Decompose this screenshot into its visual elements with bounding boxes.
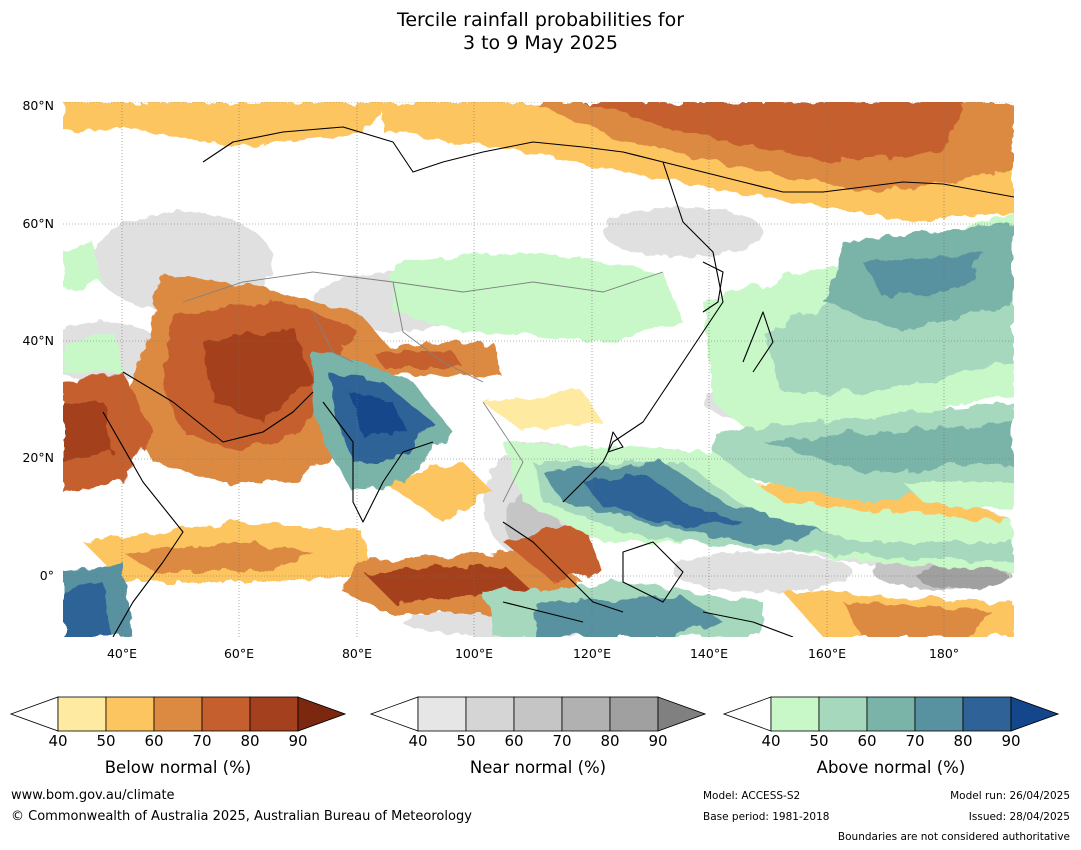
colorbar-segment: [417, 696, 467, 732]
colorbar-upper-extension: [1010, 696, 1059, 732]
colorbar-tick-label: 90: [1001, 732, 1021, 750]
colorbar-tick-label: 70: [552, 732, 572, 750]
colorbar-tick-label: 80: [600, 732, 620, 750]
colorbar-above-normal: 40 50 60 70 80 90: [723, 696, 1059, 752]
lon-label-80e: 80°E: [341, 646, 373, 661]
lat-label-80n: 80°N: [22, 98, 54, 113]
lat-label-0: 0°: [39, 568, 54, 583]
colorbar-tick-label: 40: [48, 732, 68, 750]
coastlines: [102, 126, 1014, 637]
country-borders: [182, 271, 664, 503]
colorbar-segment: [561, 696, 611, 732]
colorbar-segment: [153, 696, 203, 732]
colorbar-tick-labels: 40 50 60 70 80 90: [723, 732, 1059, 752]
lon-label-40e: 40°E: [106, 646, 138, 661]
colorbar-below-normal: 40 50 60 70 80 90: [10, 696, 346, 752]
colorbar-segment: [57, 696, 107, 732]
graticule: [63, 102, 1014, 637]
colorbar-tick-label: 80: [953, 732, 973, 750]
map-canvas: [63, 102, 1014, 637]
colorbar-segment: [201, 696, 251, 732]
legend-title-above: Above normal (%): [816, 758, 966, 777]
colorbar-segment: [249, 696, 299, 732]
colorbar-segment: [818, 696, 868, 732]
footer-base-period: Base period: 1981-2018: [703, 811, 830, 823]
colorbar-lower-extension: [723, 696, 772, 732]
footer-issued: Issued: 28/04/2025: [968, 811, 1070, 823]
colorbar-segment: [914, 696, 964, 732]
colorbar-tick-label: 60: [857, 732, 877, 750]
colorbar-tick-label: 50: [96, 732, 116, 750]
colorbar-segment: [609, 696, 659, 732]
lon-label-60e: 60°E: [223, 646, 255, 661]
footer-copyright: © Commonwealth of Australia 2025, Austra…: [11, 809, 472, 824]
colorbar-tick-label: 80: [240, 732, 260, 750]
lat-label-40n: 40°N: [22, 333, 54, 348]
colorbar-tick-label: 90: [288, 732, 308, 750]
colorbar-swatches: [370, 696, 706, 732]
colorbar-tick-label: 70: [192, 732, 212, 750]
colorbar-upper-extension: [657, 696, 706, 732]
colorbar-tick-label: 50: [809, 732, 829, 750]
colorbar-lower-extension: [370, 696, 419, 732]
probability-fields: [63, 102, 1014, 637]
colorbar-segment: [105, 696, 155, 732]
lon-label-180: 180°: [928, 646, 960, 661]
rainfall-probability-map: [63, 102, 1014, 637]
map-title: Tercile rainfall probabilities for 3 to …: [0, 9, 1081, 55]
lon-label-120e: 120°E: [572, 646, 611, 661]
colorbar-tick-label: 60: [144, 732, 164, 750]
colorbar-tick-labels: 40 50 60 70 80 90: [370, 732, 706, 752]
legend-title-near: Near normal (%): [469, 758, 607, 777]
colorbar-near-normal: 40 50 60 70 80 90: [370, 696, 706, 752]
title-line-1: Tercile rainfall probabilities for: [396, 9, 685, 31]
footer-model-run: Model run: 26/04/2025: [950, 790, 1070, 802]
lat-label-60n: 60°N: [22, 216, 54, 231]
footer-model: Model: ACCESS-S2: [703, 790, 801, 802]
colorbar-segment: [513, 696, 563, 732]
lat-label-20n: 20°N: [22, 450, 54, 465]
colorbar-tick-label: 90: [648, 732, 668, 750]
colorbar-tick-label: 40: [408, 732, 428, 750]
lon-label-100e: 100°E: [454, 646, 493, 661]
colorbar-tick-labels: 40 50 60 70 80 90: [10, 732, 346, 752]
colorbar-tick-label: 70: [905, 732, 925, 750]
colorbar-swatches: [723, 696, 1059, 732]
footer-url: www.bom.gov.au/climate: [11, 788, 175, 803]
colorbar-tick-label: 60: [504, 732, 524, 750]
colorbar-upper-extension: [297, 696, 346, 732]
colorbar-swatches: [10, 696, 346, 732]
colorbar-tick-label: 50: [456, 732, 476, 750]
lon-label-140e: 140°E: [689, 646, 728, 661]
lon-label-160e: 160°E: [807, 646, 846, 661]
colorbar-segment: [866, 696, 916, 732]
colorbar-segment: [962, 696, 1012, 732]
legend-title-below: Below normal (%): [104, 758, 252, 777]
footer-disclaimer: Boundaries are not considered authoritat…: [837, 831, 1070, 843]
colorbar-lower-extension: [10, 696, 59, 732]
colorbar-segment: [465, 696, 515, 732]
colorbar-segment: [770, 696, 820, 732]
title-line-2: 3 to 9 May 2025: [462, 32, 619, 54]
colorbar-tick-label: 40: [761, 732, 781, 750]
